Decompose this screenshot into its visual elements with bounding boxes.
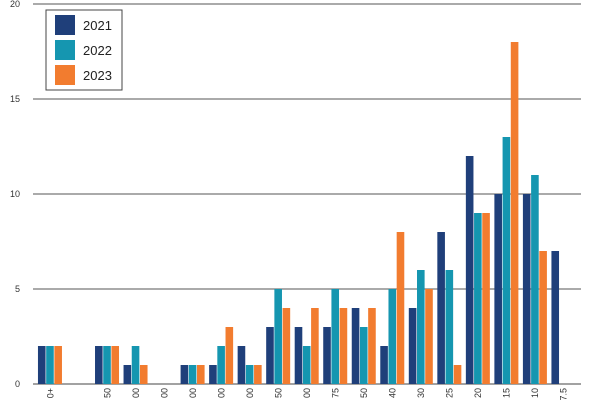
bars — [37, 42, 560, 384]
bar-2021-18 — [551, 251, 560, 384]
bar-2023-8 — [282, 308, 291, 384]
bar-2023-0 — [54, 346, 62, 384]
x-tick-label: 00 — [245, 388, 255, 398]
bar-2022-12 — [388, 289, 397, 384]
bar-2022-0 — [46, 346, 54, 384]
legend-swatch-2021 — [55, 15, 75, 35]
bar-2021-15 — [465, 156, 474, 384]
bar-2022-11 — [359, 327, 368, 384]
bar-2021-13 — [408, 308, 417, 384]
legend: 2021 2022 2023 — [45, 9, 123, 91]
bar-2023-7 — [254, 365, 262, 384]
bar-2023-6 — [225, 327, 234, 384]
bar-2022-3 — [131, 346, 140, 384]
x-tick-label: 40 — [388, 388, 398, 398]
bar-2022-15 — [474, 213, 482, 384]
bar-2021-17 — [522, 194, 531, 384]
x-axis-ticks: 0+ 50 00 00 00 00 00 50 00 75 50 40 30 25 20 15 10 7.5 — [45, 388, 568, 400]
bar-2022-14 — [445, 270, 454, 384]
bar-2021-0 — [37, 346, 46, 384]
bar-2023-10 — [339, 308, 348, 384]
bar-2022-13 — [417, 270, 425, 384]
bar-2021-14 — [437, 232, 445, 384]
bar-2022-17 — [531, 175, 539, 384]
bar-2022-7 — [245, 365, 254, 384]
bar-2023-16 — [510, 42, 519, 384]
bar-2023-9 — [311, 308, 319, 384]
bar-2021-16 — [494, 194, 502, 384]
bar-2023-12 — [396, 232, 405, 384]
x-tick-label: 75 — [331, 388, 341, 398]
x-tick-label: 20 — [473, 388, 483, 398]
legend-swatch-2023 — [55, 65, 75, 85]
bar-2021-5 — [180, 365, 189, 384]
bar-2023-15 — [482, 213, 490, 384]
x-tick-label: 50 — [102, 388, 112, 398]
x-tick-label: 00 — [188, 388, 198, 398]
x-tick-label: 0+ — [45, 388, 55, 398]
legend-label-2023: 2023 — [83, 68, 112, 83]
x-tick-label: 7.5 — [559, 388, 569, 400]
y-tick-label: 20 — [10, 0, 20, 9]
bar-2023-11 — [368, 308, 376, 384]
bar-2023-5 — [196, 365, 205, 384]
x-tick-label: 25 — [445, 388, 455, 398]
bar-2022-9 — [302, 346, 311, 384]
bar-2021-10 — [323, 327, 331, 384]
x-tick-label: 00 — [302, 388, 312, 398]
bar-2021-3 — [123, 365, 132, 384]
x-tick-label: 15 — [502, 388, 512, 398]
x-tick-label: 50 — [273, 388, 283, 398]
bar-2023-3 — [139, 365, 148, 384]
legend-label-2022: 2022 — [83, 43, 112, 58]
x-tick-label: 10 — [530, 388, 540, 398]
x-tick-label: 00 — [216, 388, 226, 398]
x-tick-label: 00 — [159, 388, 169, 398]
x-tick-label: 30 — [416, 388, 426, 398]
bar-2021-12 — [380, 346, 388, 384]
bar-2022-10 — [331, 289, 340, 384]
y-tick-label: 0 — [15, 379, 20, 389]
bar-2023-17 — [539, 251, 547, 384]
bar-2023-13 — [425, 289, 433, 384]
x-tick-label: 50 — [359, 388, 369, 398]
bar-2022-2 — [103, 346, 111, 384]
bar-2023-14 — [453, 365, 462, 384]
bar-2022-5 — [188, 365, 197, 384]
legend-label-2021: 2021 — [83, 18, 112, 33]
bar-2021-8 — [266, 327, 274, 384]
bar-2022-8 — [274, 289, 282, 384]
y-axis-ticks: 0 5 10 15 20 — [10, 0, 20, 389]
y-tick-label: 15 — [10, 94, 20, 104]
bar-2021-2 — [95, 346, 103, 384]
legend-swatch-2022 — [55, 40, 75, 60]
x-tick-label: 00 — [131, 388, 141, 398]
bar-2021-9 — [294, 327, 303, 384]
bar-2021-11 — [351, 308, 360, 384]
y-tick-label: 10 — [10, 189, 20, 199]
bar-2022-16 — [502, 137, 511, 384]
bar-2022-6 — [217, 346, 225, 384]
bar-2021-6 — [209, 365, 217, 384]
y-tick-label: 5 — [15, 284, 20, 294]
bar-2021-7 — [237, 346, 246, 384]
bar-2023-2 — [111, 346, 120, 384]
